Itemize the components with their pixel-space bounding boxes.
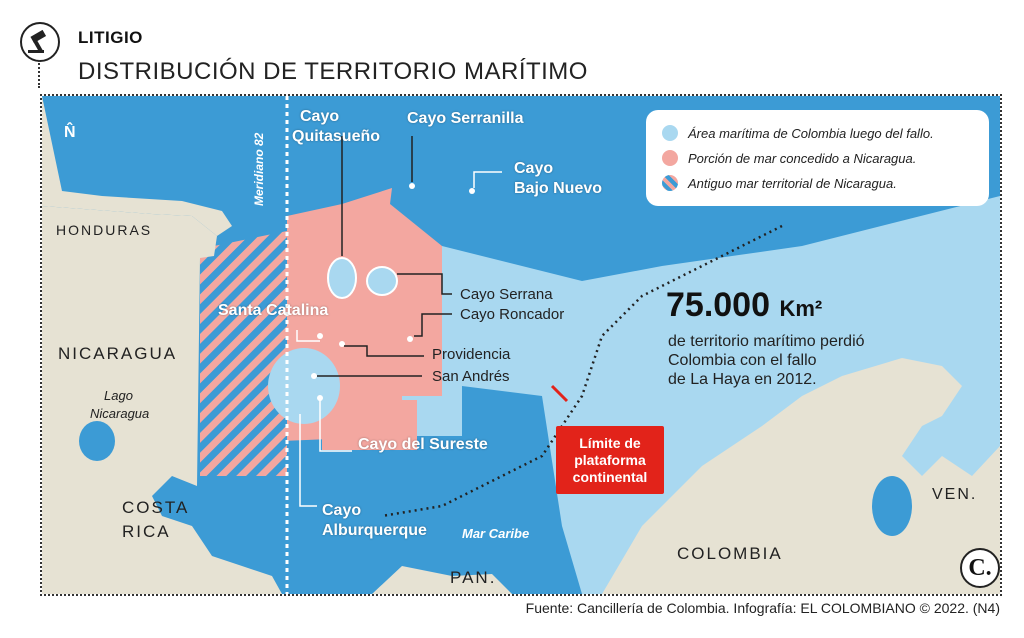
label-serrana: Cayo Serrana xyxy=(460,286,553,303)
continental-shelf-limit xyxy=(381,224,783,518)
legend-item-former: Antiguo mar territorial de Nicaragua. xyxy=(662,172,897,194)
limit-line-2: plataforma xyxy=(574,451,646,468)
legend-label-former: Antiguo mar territorial de Nicaragua. xyxy=(688,175,897,191)
label-quitasueno-2: Quitasueño xyxy=(292,128,381,145)
label-bajo-nuevo-1: Cayo xyxy=(514,160,554,177)
island-quitasueno xyxy=(327,257,357,299)
leader-roncador xyxy=(414,313,452,337)
legend-item-colombia: Área marítima de Colombia luego del fall… xyxy=(662,122,934,144)
label-quitasueno-1: Cayo xyxy=(300,108,340,125)
sureste-block xyxy=(322,400,417,450)
colombia-land xyxy=(602,358,1000,594)
meridian-label: Meridiano 82 xyxy=(252,132,266,206)
legend: Área marítima de Colombia luego del fall… xyxy=(646,110,989,206)
island-bajo-nuevo xyxy=(469,188,475,194)
stat-line-1: de territorio marítimo perdió xyxy=(668,333,865,350)
panama-land xyxy=(372,566,512,594)
page-title: DISTRIBUCIÓN DE TERRITORIO MARÍTIMO xyxy=(78,58,588,85)
map: N̂ Meridiano 82 HONDURAS NICARAGUA Lago … xyxy=(40,94,1002,596)
stat-value: 75.000 xyxy=(666,286,770,324)
leader-bajo-nuevo xyxy=(473,171,502,188)
label-colombia: COLOMBIA xyxy=(677,544,783,563)
label-serranilla: Cayo Serranilla xyxy=(407,110,524,127)
central-america-land xyxy=(42,206,282,594)
gavel-icon xyxy=(20,22,60,62)
legend-swatch-former xyxy=(662,175,678,191)
lago-nicaragua xyxy=(79,421,115,461)
island-serranilla xyxy=(409,183,415,189)
maracaibo-lake xyxy=(872,476,912,536)
former-territorial-sea xyxy=(200,231,287,476)
label-mar-caribe: Mar Caribe xyxy=(462,526,530,541)
label-san-andres: San Andrés xyxy=(432,368,510,385)
limit-box: Límite de plataforma continental xyxy=(556,426,664,494)
red-pointer xyxy=(550,384,569,403)
north-icon: N̂ xyxy=(64,124,76,141)
legend-label-nicaragua: Porción de mar concedido a Nicaragua. xyxy=(688,150,917,166)
island-san-andres xyxy=(311,373,317,379)
el-colombiano-logo: C. xyxy=(960,548,1000,588)
legend-swatch-colombia xyxy=(662,125,678,141)
island-roncador xyxy=(407,336,413,342)
label-lago-2: Nicaragua xyxy=(90,406,150,421)
island-santa-catalina xyxy=(317,333,323,339)
limit-line-1: Límite de xyxy=(579,434,641,451)
label-roncador: Cayo Roncador xyxy=(460,306,565,323)
label-panama: PAN. xyxy=(450,568,497,587)
kicker: LITIGIO xyxy=(78,28,143,47)
label-nicaragua: NICARAGUA xyxy=(58,344,178,363)
leader-providencia xyxy=(344,345,424,357)
label-costa: COSTA xyxy=(122,498,190,517)
label-alburquerque-2: Alburquerque xyxy=(322,522,427,539)
header-divider xyxy=(38,60,40,88)
legend-swatch-nicaragua xyxy=(662,150,678,166)
island-providencia xyxy=(339,341,345,347)
stat-line-2: Colombia con el fallo xyxy=(668,352,817,369)
legend-label-colombia: Área marítima de Colombia luego del fall… xyxy=(688,125,934,141)
leader-sureste xyxy=(319,398,352,452)
stat-number: 75.000 Km² xyxy=(666,286,822,325)
label-venezuela: VEN. xyxy=(932,486,978,503)
stat-description: de territorio marítimo perdió Colombia c… xyxy=(668,332,865,389)
limit-line-3: continental xyxy=(572,468,648,485)
leader-santa-catalina xyxy=(296,330,320,342)
stat-unit: Km² xyxy=(779,296,823,321)
honduras-land xyxy=(42,96,232,236)
label-honduras: HONDURAS xyxy=(56,222,153,238)
label-santa-catalina: Santa Catalina xyxy=(218,302,329,319)
island-serrana xyxy=(366,266,398,296)
stat-line-3: de La Haya en 2012. xyxy=(668,371,817,388)
label-rica: RICA xyxy=(122,522,171,541)
legend-item-nicaragua: Porción de mar concedido a Nicaragua. xyxy=(662,147,916,169)
label-bajo-nuevo-2: Bajo Nuevo xyxy=(514,180,603,197)
label-sureste: Cayo del Sureste xyxy=(358,436,488,453)
label-alburquerque-1: Cayo xyxy=(322,502,362,519)
island-halo xyxy=(268,348,340,424)
label-providencia: Providencia xyxy=(432,346,511,363)
source-footer: Fuente: Cancillería de Colombia. Infogra… xyxy=(525,600,1000,616)
leader-alburquerque xyxy=(299,414,317,507)
leader-serrana xyxy=(397,273,452,295)
label-lago-1: Lago xyxy=(104,388,133,403)
